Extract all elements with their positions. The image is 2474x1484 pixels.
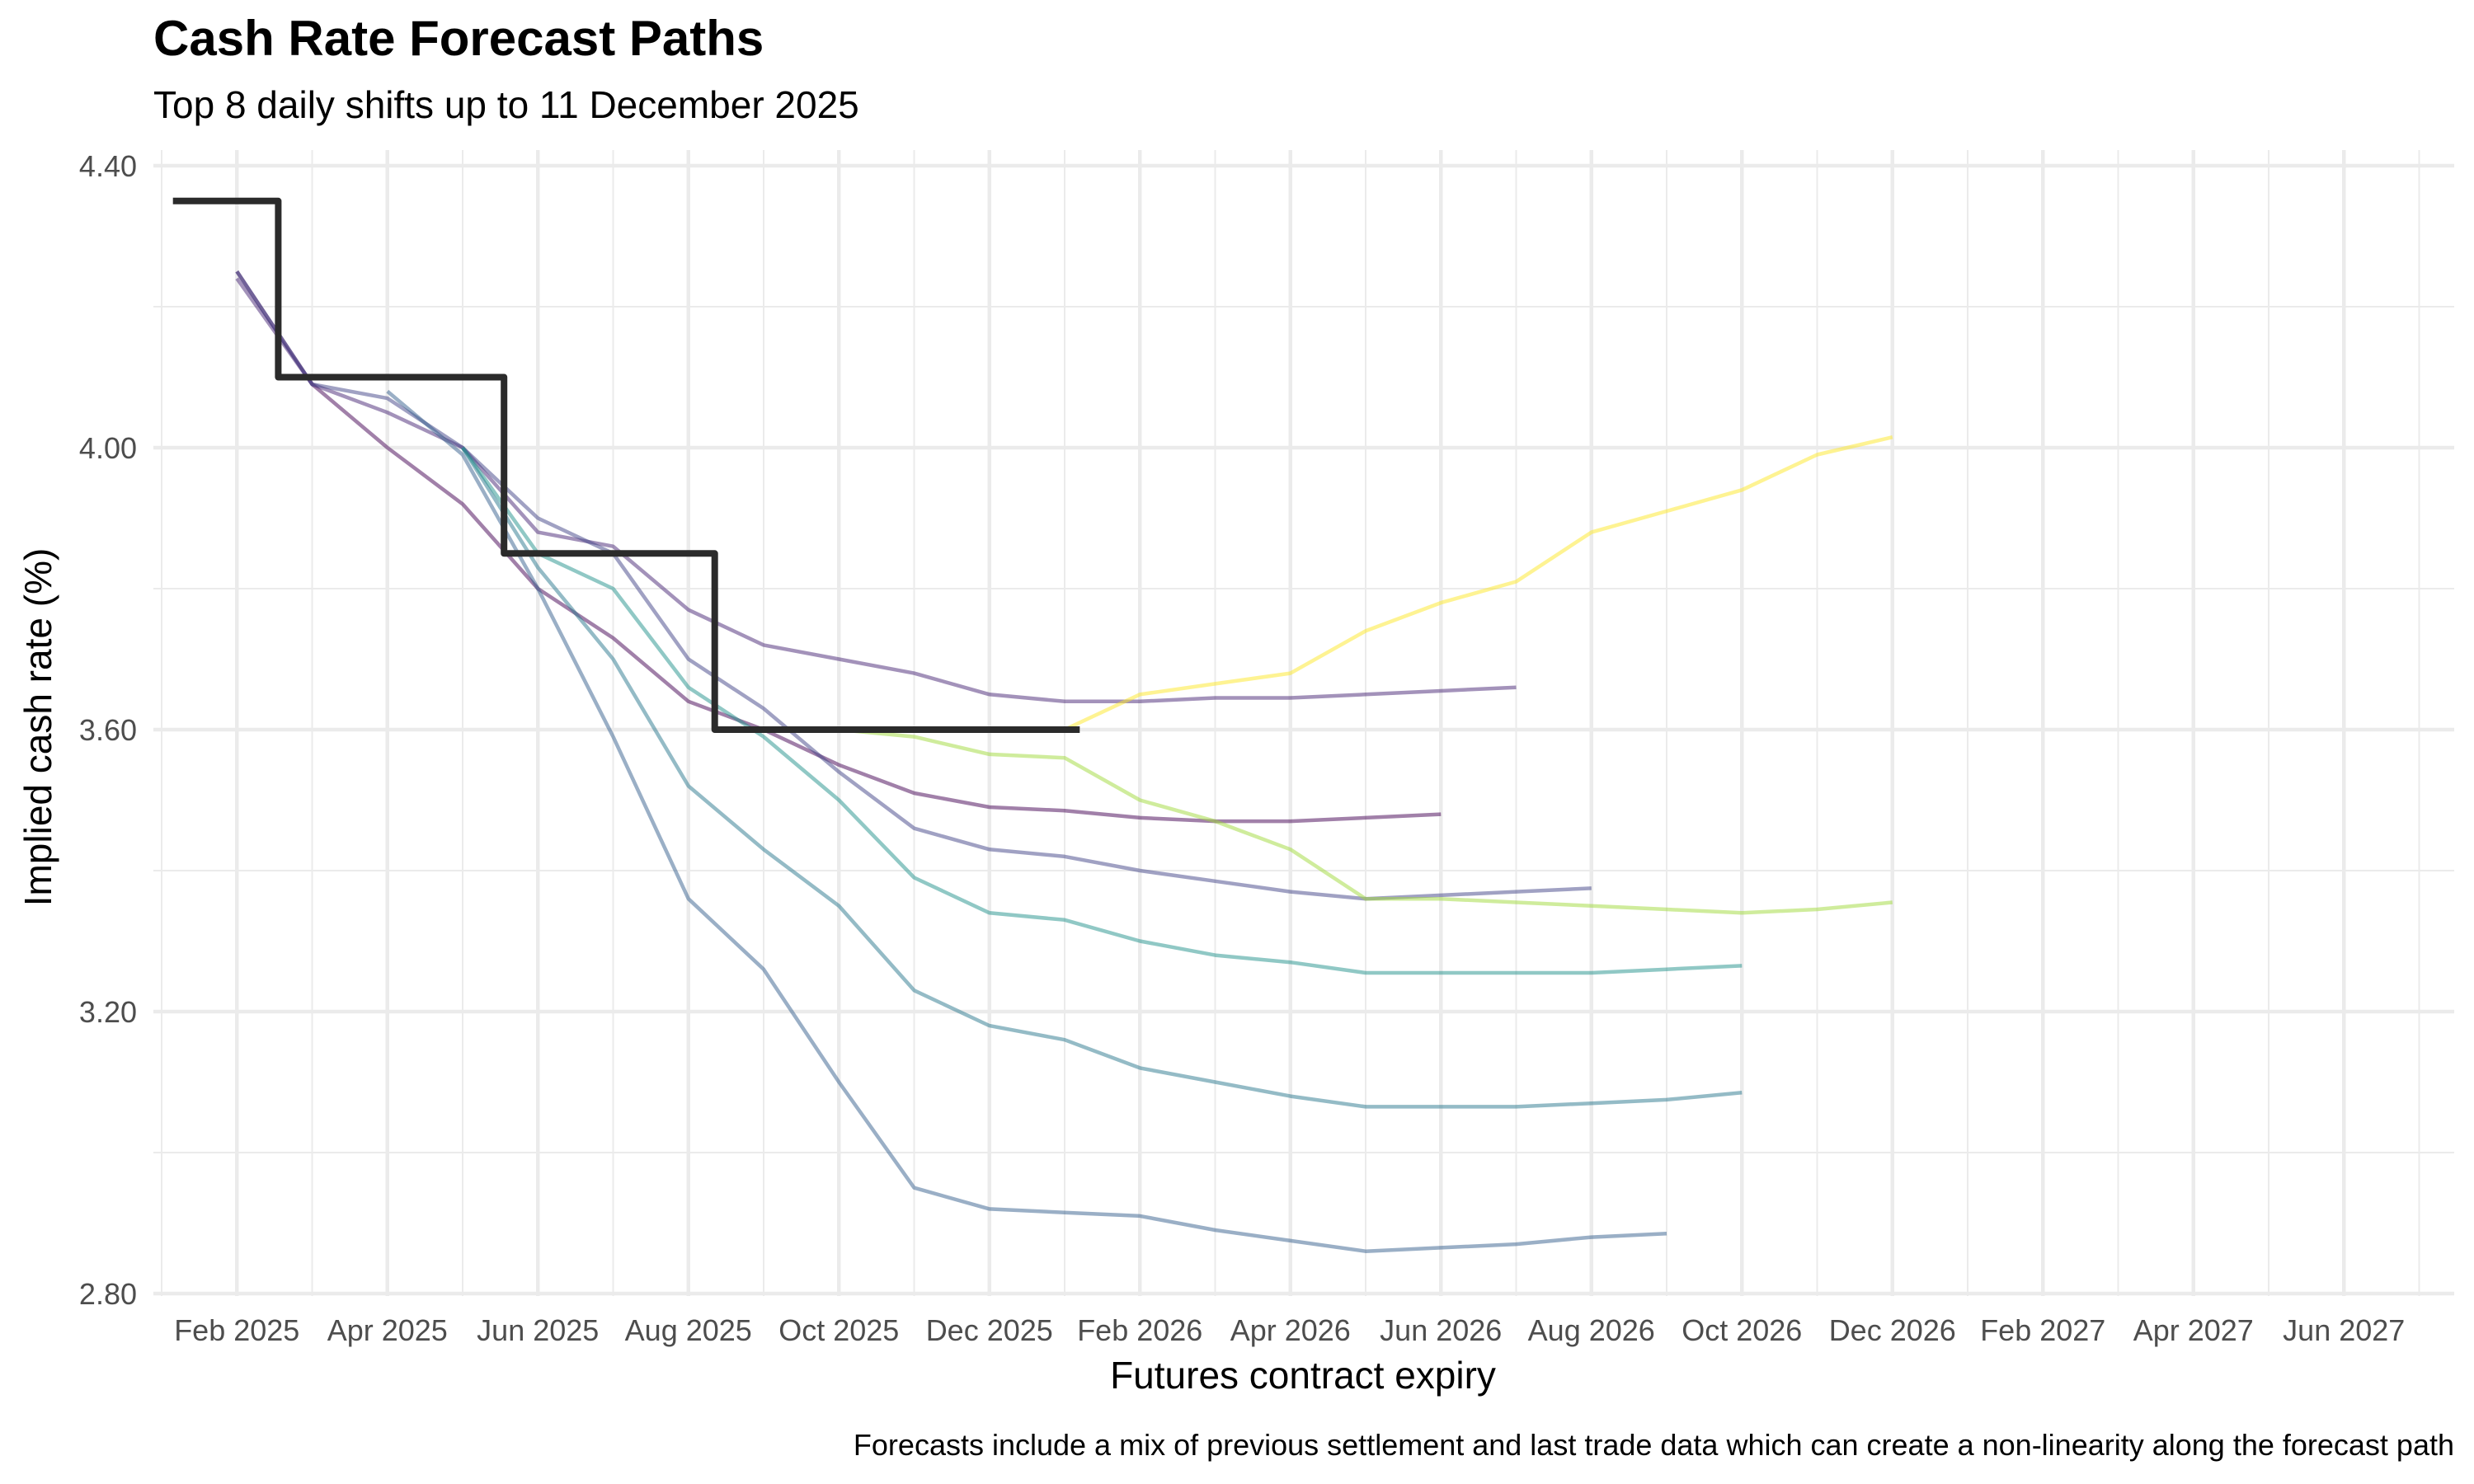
y-axis-ticks: 2.80 3.20 3.60 4.00 4.40: [79, 149, 137, 1311]
x-tick-label: Aug 2025: [625, 1313, 752, 1347]
x-tick-label: Apr 2025: [327, 1313, 448, 1347]
y-axis-title: Implied cash rate (%): [16, 548, 59, 907]
x-tick-label: Oct 2026: [1681, 1313, 1802, 1347]
series-line-path-1: [235, 270, 1442, 824]
y-tick-label: 4.40: [79, 149, 137, 183]
y-tick-label: 2.80: [79, 1277, 137, 1311]
series-line-path-7: [839, 727, 1893, 915]
y-tick-label: 3.20: [79, 995, 137, 1029]
x-tick-label: Dec 2025: [926, 1313, 1053, 1347]
x-tick-label: Dec 2026: [1829, 1313, 1956, 1347]
x-tick-label: Jun 2026: [1380, 1313, 1502, 1347]
series-line-path-2: [235, 277, 1517, 704]
chart-subtitle: Top 8 daily shifts up to 11 December 202…: [153, 83, 859, 126]
x-tick-label: Feb 2025: [174, 1313, 299, 1347]
grid: [153, 150, 2454, 1296]
x-axis-title: Futures contract expiry: [1110, 1354, 1496, 1397]
x-tick-label: Feb 2026: [1077, 1313, 1202, 1347]
series-line-path-4: [386, 389, 1667, 1253]
x-tick-label: Apr 2026: [1230, 1313, 1351, 1347]
x-axis-ticks: Feb 2025 Apr 2025 Jun 2025 Aug 2025 Oct 2025…: [174, 1313, 2405, 1347]
series-layer: [235, 270, 1893, 1253]
series-line-path-8: [989, 435, 1893, 732]
chart-title: Cash Rate Forecast Paths: [153, 11, 764, 66]
series-line-path-5: [461, 446, 1743, 1109]
x-tick-label: Feb 2027: [1980, 1313, 2105, 1347]
y-tick-label: 4.00: [79, 431, 137, 465]
chart-caption: Forecasts include a mix of previous sett…: [853, 1428, 2454, 1462]
series-line-path-6: [461, 446, 1743, 975]
x-tick-label: Aug 2026: [1528, 1313, 1655, 1347]
x-tick-label: Oct 2025: [778, 1313, 899, 1347]
actual-cash-rate-layer: [172, 197, 1080, 733]
x-tick-label: Jun 2025: [477, 1313, 599, 1347]
y-tick-label: 3.60: [79, 713, 137, 747]
x-tick-label: Apr 2027: [2133, 1313, 2254, 1347]
actual-cash-rate-step-line: [172, 197, 1080, 733]
x-tick-label: Jun 2027: [2283, 1313, 2405, 1347]
